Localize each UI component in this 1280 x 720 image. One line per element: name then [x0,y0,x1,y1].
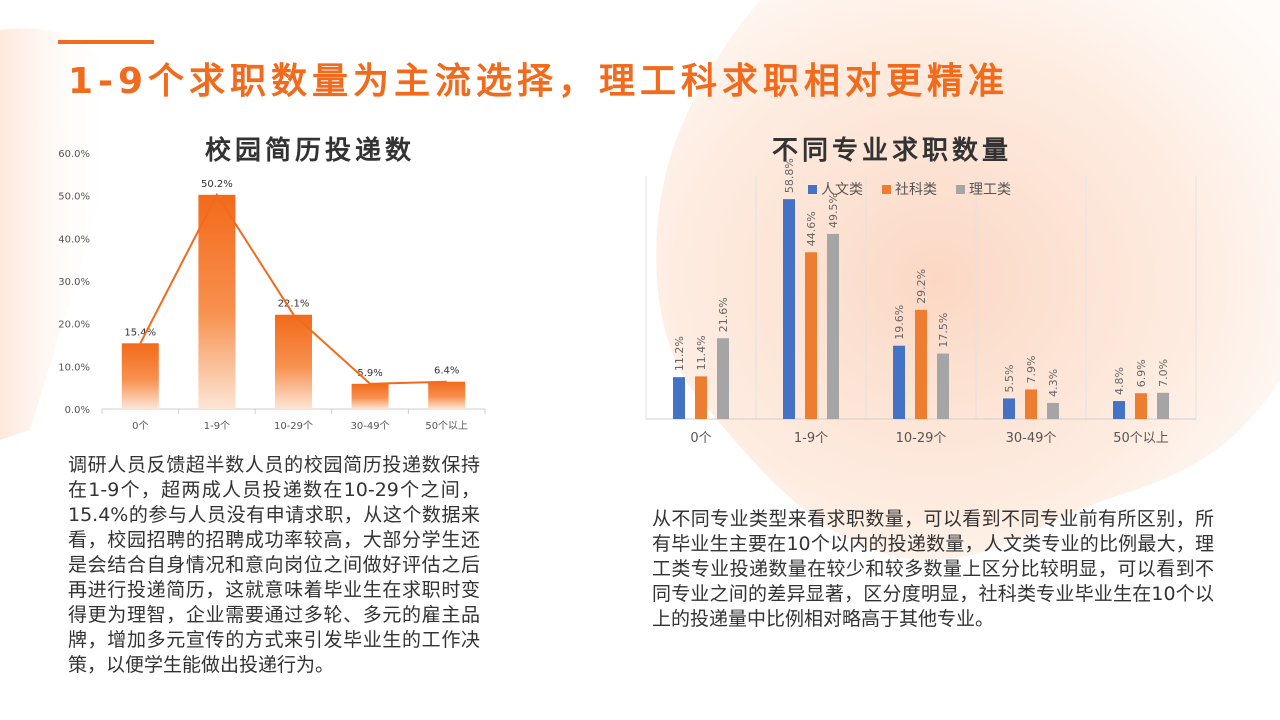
bar-value-label: 17.5% [937,313,950,348]
y-tick-label: 10.0% [58,362,90,373]
legend-label: 理工类 [969,182,1011,198]
bar-value-label: 21.6% [717,297,730,332]
bar-社科类-10-29个 [915,309,927,419]
x-tick-label: 30-49个 [1006,431,1057,446]
bar-1-9个 [198,194,236,409]
bar-50个以上 [428,381,466,409]
bar-value-label: 6.9% [1135,359,1148,387]
left-chart-title: 校园简历投递数 [205,136,416,166]
left-blob-shape [0,28,115,440]
bar-value-label: 11.2% [673,336,686,371]
bar-社科类-30-49个 [1025,389,1037,419]
x-tick-label: 1-9个 [794,431,828,446]
x-tick-label: 10-29个 [896,431,947,446]
bar-value-label: 50.2% [201,179,233,190]
bar-人文类-1-9个 [783,199,795,419]
bar-理工类-50个以上 [1157,392,1169,419]
title-accent-line [58,40,154,44]
y-tick-label: 50.0% [58,192,90,203]
bar-30-49个 [351,383,389,409]
right-chart-title: 不同专业求职数量 [772,136,1013,166]
bar-0个 [121,343,159,409]
bar-value-label: 4.8% [1113,367,1126,395]
left-description: 调研人员反馈超半数人员的校园简历投递数保持在1-9个，超两成人员投递数在10-2… [68,454,480,676]
legend-swatch-社科类 [882,185,891,194]
bar-value-label: 49.5% [827,193,840,228]
bar-value-label: 15.4% [124,327,156,338]
x-tick-label: 50个以上 [425,420,468,432]
bar-value-label: 11.4% [695,335,708,370]
x-tick-label: 10-29个 [274,420,313,432]
y-tick-label: 30.0% [58,277,90,288]
bar-理工类-10-29个 [937,353,949,419]
bar-value-label: 29.2% [915,269,928,304]
legend-label: 社科类 [895,182,937,198]
bar-理工类-30-49个 [1047,402,1059,419]
legend-swatch-人文类 [808,185,817,194]
page-title: 1-9个求职数量为主流选择，理工科求职相对更精准 [68,61,1010,102]
bar-人文类-30-49个 [1003,398,1015,419]
bar-社科类-1-9个 [805,252,817,419]
bar-社科类-0个 [695,376,707,419]
bar-理工类-1-9个 [827,233,839,419]
bar-人文类-0个 [673,377,685,419]
x-tick-label: 0个 [690,431,711,446]
bar-value-label: 7.0% [1157,359,1170,387]
x-tick-label: 30-49个 [351,420,390,432]
y-tick-label: 60.0% [58,149,90,160]
bar-人文类-10-29个 [893,345,905,419]
y-tick-label: 0.0% [65,405,90,416]
y-tick-label: 20.0% [58,320,90,331]
right-description: 从不同专业类型来看求职数量，可以看到不同专业前有所区别，所有毕业生主要在10个以… [652,508,1214,630]
bar-社科类-50个以上 [1135,393,1147,419]
bar-value-label: 44.6% [805,211,818,246]
right-blob-shape [656,0,1280,560]
bar-value-label: 58.8% [783,158,796,193]
bar-value-label: 4.3% [1047,369,1060,397]
trend-line [139,192,447,385]
bar-value-label: 6.4% [434,366,459,377]
y-tick-label: 40.0% [58,234,90,245]
bar-value-label: 7.9% [1025,356,1038,384]
legend-label: 人文类 [821,182,863,198]
bar-value-label: 5.9% [357,368,382,379]
bar-理工类-0个 [717,338,729,419]
bar-value-label: 19.6% [893,305,906,340]
bar-value-label: 5.5% [1003,364,1016,392]
bar-人文类-50个以上 [1113,401,1125,419]
x-tick-label: 50个以上 [1113,431,1169,446]
legend-swatch-理工类 [956,185,965,194]
bar-10-29个 [275,314,312,409]
x-tick-label: 1-9个 [204,420,230,432]
x-tick-label: 0个 [132,420,148,432]
bar-value-label: 22.1% [278,299,310,310]
